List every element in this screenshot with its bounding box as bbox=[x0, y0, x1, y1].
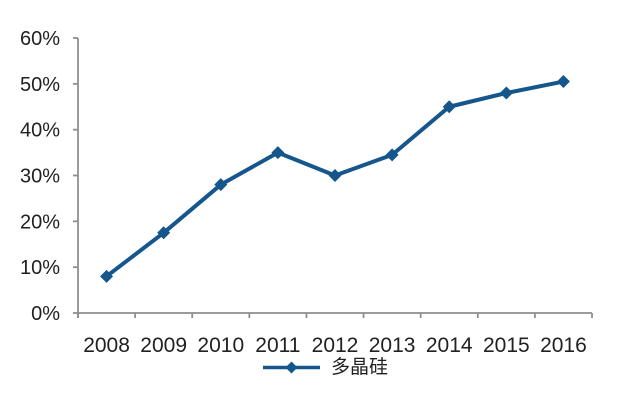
legend-label: 多晶硅 bbox=[331, 357, 389, 378]
chart-legend: 多晶硅 bbox=[263, 358, 388, 377]
x-tick-label: 2012 bbox=[312, 334, 359, 357]
data-point-marker bbox=[100, 269, 114, 283]
data-point-marker bbox=[271, 146, 285, 160]
y-tick-label: 30% bbox=[20, 166, 60, 188]
data-point-marker bbox=[214, 178, 228, 192]
x-tick-label: 2009 bbox=[140, 334, 187, 357]
y-tick-label: 40% bbox=[20, 120, 60, 142]
x-tick-label: 2013 bbox=[369, 334, 416, 357]
x-tick-label: 2011 bbox=[255, 334, 300, 357]
y-tick-label: 10% bbox=[20, 257, 60, 279]
y-tick-label: 20% bbox=[20, 211, 60, 233]
data-point-marker bbox=[442, 100, 456, 114]
x-tick-label: 2015 bbox=[483, 334, 530, 357]
x-tick-label: 2008 bbox=[83, 334, 130, 357]
legend-line-diamond-icon bbox=[263, 361, 320, 374]
x-tick-label: 2010 bbox=[197, 334, 244, 357]
data-point-marker bbox=[556, 75, 570, 89]
data-point-marker bbox=[499, 86, 513, 100]
data-point-marker bbox=[385, 148, 399, 162]
x-tick-label: 2014 bbox=[426, 334, 473, 357]
y-tick-label: 0% bbox=[31, 303, 60, 325]
y-tick-label: 60% bbox=[20, 28, 60, 50]
data-point-marker bbox=[157, 226, 171, 240]
x-tick-label: 2016 bbox=[540, 334, 587, 357]
data-point-marker bbox=[328, 169, 342, 182]
y-tick-label: 50% bbox=[20, 74, 60, 96]
